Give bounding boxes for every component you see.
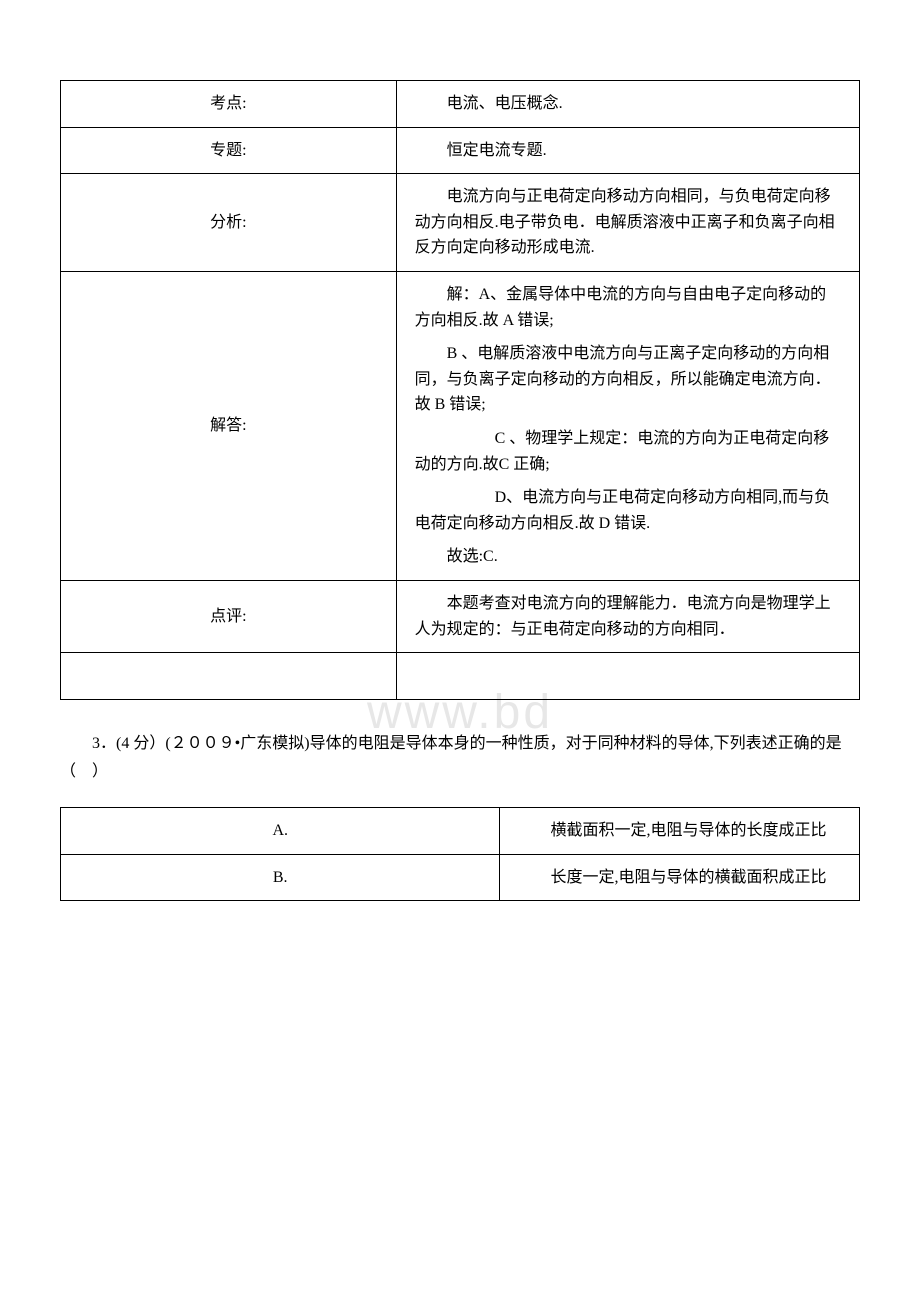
label-zhuanti: 专题: — [61, 127, 397, 174]
table-row-empty — [61, 653, 860, 700]
answer-final: 故选:C. — [415, 544, 841, 570]
answer-block-c: C 、物理学上规定：电流的方向为正电荷定向移动的方向.故C 正确; — [415, 426, 841, 477]
label-kaodian: 考点: — [61, 81, 397, 128]
explanation-table: 考点: 电流、电压概念. 专题: 恒定电流专题. 分析: 电流方向与正电荷定向移… — [60, 80, 860, 700]
content-dianping: 本题考查对电流方向的理解能力．电流方向是物理学上人为规定的：与正电荷定向移动的方… — [396, 580, 859, 652]
table-row: A. 横截面积一定,电阻与导体的长度成正比 — [61, 808, 860, 855]
answer-block-b: B 、电解质溶液中电流方向与正离子定向移动的方向相同，与负离子定向移动的方向相反… — [415, 341, 841, 418]
table-row: B. 长度一定,电阻与导体的横截面积成正比 — [61, 854, 860, 901]
table-row: 解答: 解：A、金属导体中电流的方向与自由电子定向移动的方向相反.故 A 错误;… — [61, 271, 860, 580]
content-jieda: 解：A、金属导体中电流的方向与自由电子定向移动的方向相反.故 A 错误; B 、… — [396, 271, 859, 580]
option-a-content: 横截面积一定,电阻与导体的长度成正比 — [500, 808, 860, 855]
option-a-label: A. — [61, 808, 500, 855]
table-row: 专题: 恒定电流专题. — [61, 127, 860, 174]
table-row: 考点: 电流、电压概念. — [61, 81, 860, 128]
table-row: 分析: 电流方向与正电荷定向移动方向相同，与负电荷定向移动方向相反.电子带负电．… — [61, 174, 860, 272]
option-b-label: B. — [61, 854, 500, 901]
options-table: A. 横截面积一定,电阻与导体的长度成正比 B. 长度一定,电阻与导体的横截面积… — [60, 807, 860, 901]
label-jieda: 解答: — [61, 271, 397, 580]
answer-block-d: D、电流方向与正电荷定向移动方向相同,而与负电荷定向移动方向相反.故 D 错误. — [415, 485, 841, 536]
content-fenxi: 电流方向与正电荷定向移动方向相同，与负电荷定向移动方向相反.电子带负电．电解质溶… — [396, 174, 859, 272]
table-row: 点评: 本题考查对电流方向的理解能力．电流方向是物理学上人为规定的：与正电荷定向… — [61, 580, 860, 652]
option-b-content: 长度一定,电阻与导体的横截面积成正比 — [500, 854, 860, 901]
empty-cell — [61, 653, 397, 700]
question-3-text: 3．(4 分）(２００９•广东模拟)导体的电阻是导体本身的一种性质，对于同种材料… — [60, 730, 860, 788]
empty-cell — [396, 653, 859, 700]
label-dianping: 点评: — [61, 580, 397, 652]
content-kaodian: 电流、电压概念. — [396, 81, 859, 128]
answer-block-a: 解：A、金属导体中电流的方向与自由电子定向移动的方向相反.故 A 错误; — [415, 282, 841, 333]
label-fenxi: 分析: — [61, 174, 397, 272]
content-zhuanti: 恒定电流专题. — [396, 127, 859, 174]
